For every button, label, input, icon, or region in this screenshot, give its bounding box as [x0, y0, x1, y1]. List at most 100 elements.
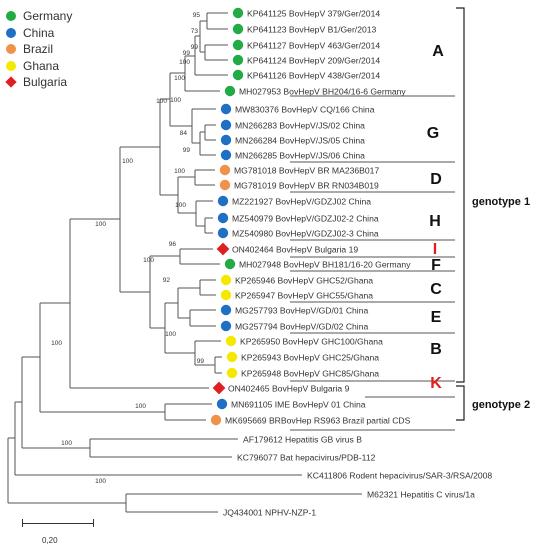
bootstrap-value: 99 [183, 147, 191, 154]
clade-label-h: H [429, 213, 441, 230]
taxon-label: ON402465 BovHepV Bulgaria 9 [228, 384, 350, 394]
taxon-marker-circle [220, 274, 232, 286]
legend-item-bulgaria: Bulgaria [5, 74, 72, 91]
taxon-label: MZ540980 BovHepV/GDZJ02-3 China [232, 229, 379, 239]
taxon-label: KP641125 BovHepV 379/Ger/2014 [247, 9, 380, 19]
clade-label-c: C [430, 281, 442, 298]
taxon-label: AF179612 Hepatitis GB virus B [243, 435, 362, 445]
bootstrap-value: 100 [143, 257, 154, 264]
bootstrap-value: 99 [191, 44, 199, 51]
legend-marker [6, 27, 16, 38]
clade-label-k: K [430, 375, 442, 392]
taxon-marker-diamond [212, 381, 226, 395]
bootstrap-value: 100 [165, 331, 176, 338]
taxon-label: KC411806 Rodent hepacivirus/SAR-3/RSA/20… [307, 471, 492, 481]
bootstrap-value: 73 [191, 28, 199, 35]
scale-bar-tick-right [93, 519, 94, 527]
taxon-label: MN266283 BovHepV/JS/02 China [235, 121, 365, 131]
bootstrap-value: 100 [174, 168, 185, 175]
bootstrap-value: 100 [174, 75, 185, 82]
genotype-2-bracket [456, 385, 465, 421]
bootstrap-value: 100 [135, 403, 146, 410]
legend-label: Ghana [23, 58, 60, 73]
taxon-marker-diamond [216, 242, 230, 256]
legend-marker [6, 44, 16, 55]
legend-label: Bulgaria [23, 75, 68, 90]
bootstrap-value: 100 [95, 221, 106, 228]
bootstrap-value: 100 [175, 202, 186, 209]
bootstrap-value: 99 [183, 50, 191, 57]
legend-label: Germany [23, 9, 73, 24]
taxon-label: MN691105 IME BovHepV 01 China [231, 400, 366, 410]
legend-label: Brazil [23, 42, 54, 57]
taxon-marker-circle [219, 164, 231, 176]
taxon-label: KP265948 BovHepV GHC85/Ghana [241, 369, 379, 379]
taxon-label: KP265950 BovHepV GHC100/Ghana [240, 337, 383, 347]
taxon-label: MZ221927 BovHepV/GDZJ02 China [232, 197, 371, 207]
taxon-label: MK695669 BRBovHep RS963 Brazil partial C… [225, 416, 411, 426]
taxon-label: MG257793 BovHepV/GD/01 China [235, 306, 368, 316]
taxon-marker-circle [220, 134, 232, 146]
scale-bar [22, 519, 94, 531]
taxon-label: MG781019 BovHepV BR RN034B019 [234, 181, 379, 191]
taxon-marker-circle [224, 85, 236, 97]
taxon-label: MH027953 BovHepV BH204/16-6 Germany [239, 87, 406, 97]
taxon-marker-circle [220, 320, 232, 332]
taxon-label: ON402464 BovHepV Bulgaria 19 [232, 245, 358, 255]
clade-label-e: E [431, 309, 442, 326]
scale-bar-tick-left [22, 519, 23, 527]
bootstrap-value: 96 [169, 241, 177, 248]
taxon-marker-circle [220, 149, 232, 161]
country-legend: Germany China Brazil Ghana Bulgaria [5, 8, 73, 91]
taxon-label: M62321 Hepatitis C virus/1a [367, 490, 475, 500]
taxon-label: MG257794 BovHepV/GD/02 China [235, 322, 368, 332]
taxon-marker-circle [226, 351, 238, 363]
taxon-marker-circle [224, 258, 236, 270]
taxon-label: KP265943 BovHepV GHC25/Ghana [241, 353, 379, 363]
clade-label-d: D [430, 171, 442, 188]
taxon-marker-circle [226, 367, 238, 379]
scale-bar-line [22, 523, 94, 524]
taxon-label: MG781018 BovHepV BR MA236B017 [234, 166, 379, 176]
taxon-label: KP265946 BovHepV GHC52/Ghana [235, 276, 373, 286]
bootstrap-value: 100 [170, 97, 181, 104]
legend-item-ghana: Ghana [6, 58, 72, 75]
legend-label: China [23, 25, 55, 40]
taxon-marker-circle [217, 227, 229, 239]
taxon-label: MN266284 BovHepV/JS/05 China [235, 136, 365, 146]
taxon-marker-circle [217, 195, 229, 207]
scale-bar-label: 0,20 [42, 536, 58, 545]
taxon-marker-circle [220, 304, 232, 316]
bootstrap-value: 100 [156, 98, 167, 105]
taxon-label: KP641127 BovHepV 463/Ger/2014 [247, 41, 380, 51]
bootstrap-value: 100 [95, 478, 106, 485]
taxon-label: KP641123 BovHepV B1/Ger/2013 [247, 25, 377, 35]
clade-label-b: B [430, 341, 442, 358]
clade-label-i: I [433, 241, 437, 258]
taxon-marker-circle [220, 289, 232, 301]
clade-label-g: G [427, 125, 439, 142]
bootstrap-value: 100 [61, 440, 72, 447]
legend-marker [6, 60, 16, 71]
genotype-1-label: genotype 1 [472, 196, 530, 208]
clade-label-f: F [431, 257, 441, 274]
taxon-marker-circle [210, 414, 222, 426]
genotype-1-bracket [456, 7, 465, 383]
legend-item-brazil: Brazil [6, 41, 72, 58]
legend-marker [6, 11, 16, 22]
bootstrap-value: 84 [180, 130, 188, 137]
bootstrap-value: 95 [193, 12, 201, 19]
clade-label-a: A [432, 43, 444, 60]
bootstrap-value: 100 [122, 158, 133, 165]
bootstrap-value: 100 [179, 59, 190, 66]
taxon-label: KP265947 BovHepV GHC55/Ghana [235, 291, 373, 301]
taxon-label: JQ434001 NPHV-NZP-1 [223, 508, 316, 518]
legend-marker [5, 76, 17, 88]
legend-item-china: China [6, 25, 72, 42]
taxon-marker-circle [232, 7, 244, 19]
taxon-marker-circle [232, 39, 244, 51]
taxon-marker-circle [232, 23, 244, 35]
taxon-marker-circle [220, 103, 232, 115]
taxon-marker-circle [219, 179, 231, 191]
